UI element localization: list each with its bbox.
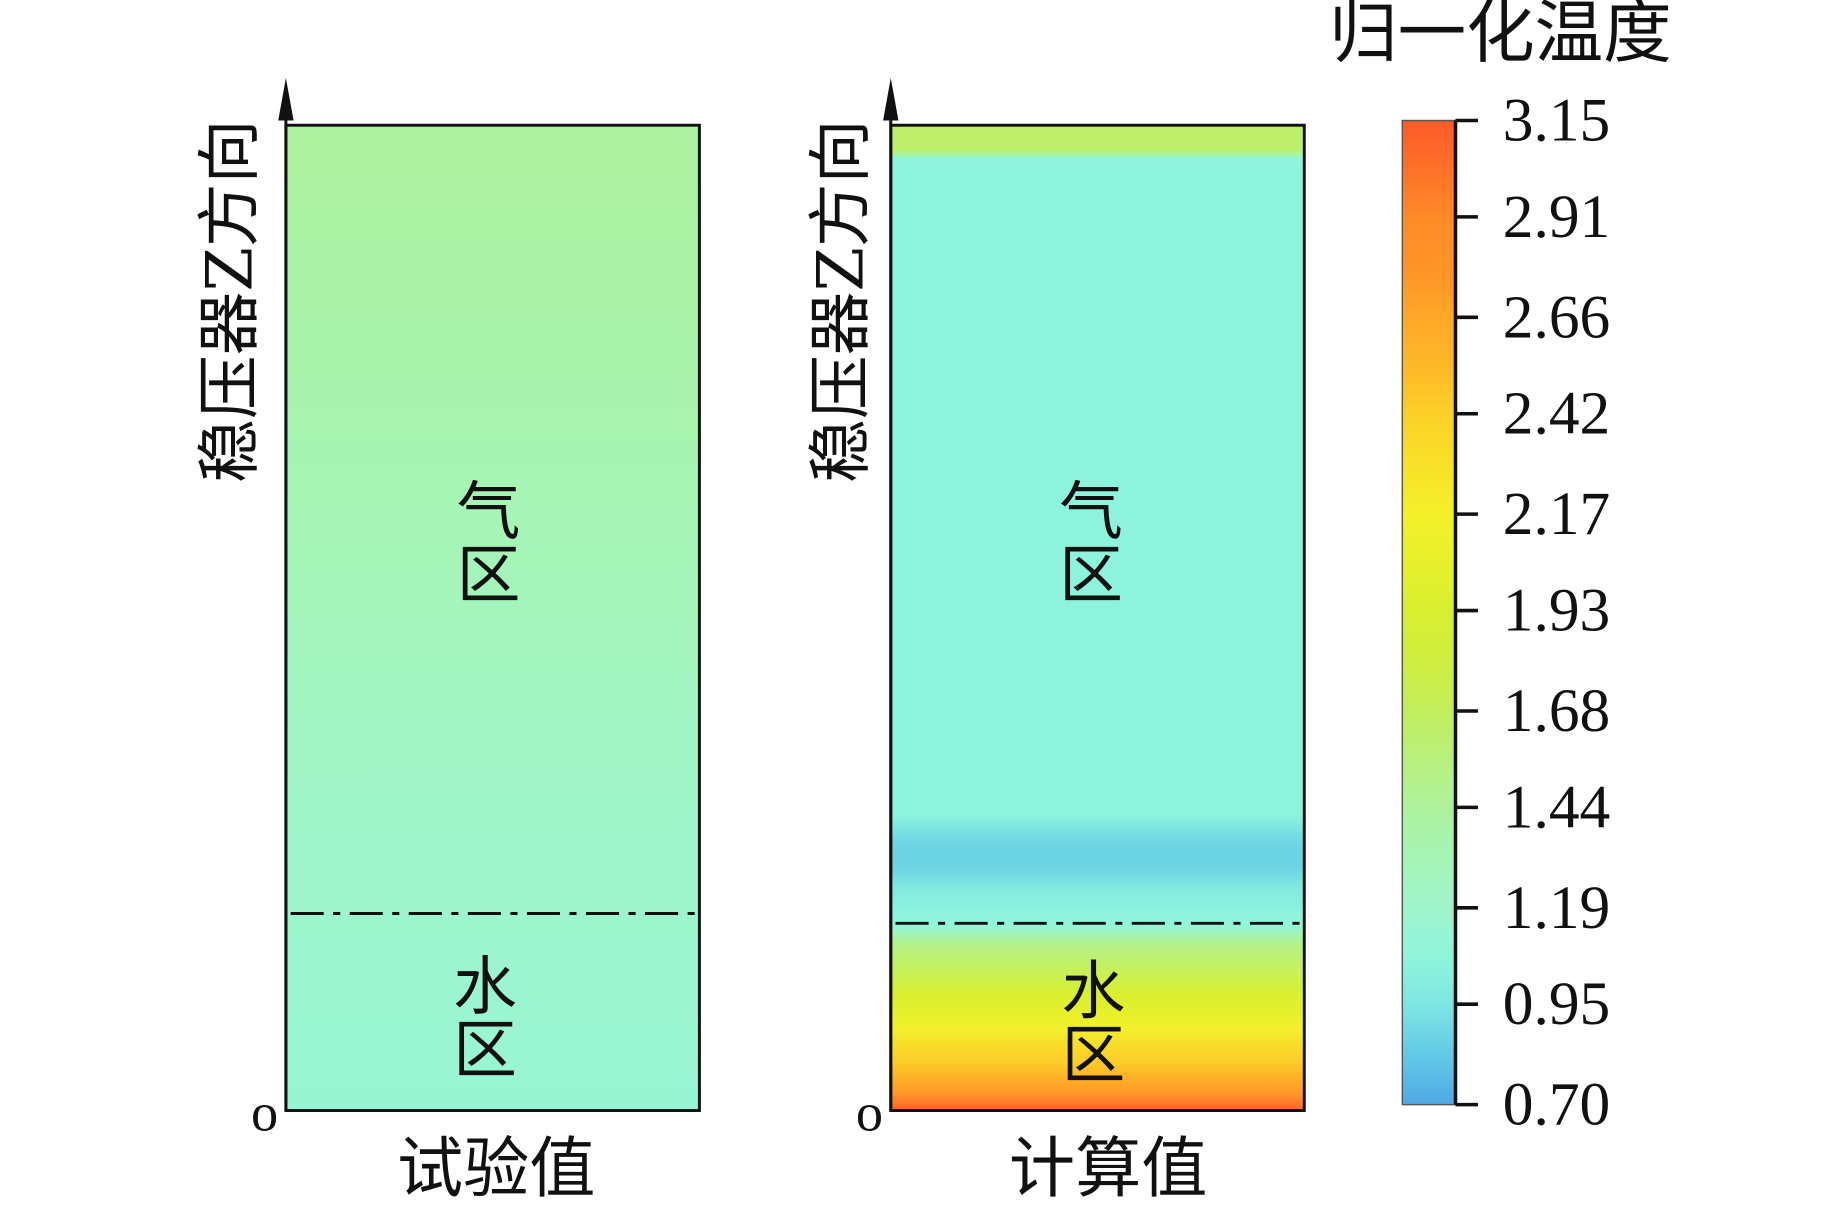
colorbar-tick-label: 3.15 [1503, 87, 1611, 155]
colorbar-ticks: 3.15 2.91 2.66 2.42 2.17 1.93 1.68 1.44 1.19 0.95… [1455, 87, 1610, 1139]
colorbar-tick-label: 0.95 [1503, 970, 1611, 1038]
z-axis-label-calc: 稳压器Z方向 [803, 119, 878, 483]
origin-label-calc: o [855, 1082, 884, 1143]
colorbar [1401, 119, 1457, 1106]
z-axis-label-test: 稳压器Z方向 [192, 119, 267, 483]
colorbar-tick-label: 1.68 [1503, 677, 1611, 745]
panel-title-test: 试验值 [396, 1130, 596, 1208]
region-label-gas-test: 气区 [445, 477, 520, 605]
colorbar-tick-label: 2.91 [1503, 183, 1611, 251]
region-label-gas-calc: 气区 [1047, 477, 1123, 605]
z-axis-arrowhead-test [278, 77, 294, 121]
region-label-water-test: 水区 [441, 952, 517, 1080]
colorbar-tick-label: 1.19 [1503, 874, 1611, 942]
colorbar-tick-label: 0.70 [1503, 1071, 1611, 1139]
colorbar-tick-label: 1.93 [1503, 577, 1611, 645]
colorbar-title: 归一化温度 [1329, 0, 1672, 74]
region-label-water-calc: 水区 [1050, 956, 1125, 1085]
panel-title-calc: 计算值 [1008, 1130, 1208, 1208]
colorbar-tick-label: 1.44 [1503, 773, 1611, 841]
origin-label-test: o [251, 1082, 279, 1143]
panel-field-calc [889, 123, 1306, 1113]
colorbar-tick-label: 2.42 [1503, 380, 1611, 448]
colorbar-tick-label: 2.17 [1503, 480, 1611, 548]
colorbar-tick-label: 2.66 [1503, 283, 1611, 351]
panel-field-test [284, 123, 701, 1113]
z-axis-arrowhead-calc [883, 77, 899, 121]
